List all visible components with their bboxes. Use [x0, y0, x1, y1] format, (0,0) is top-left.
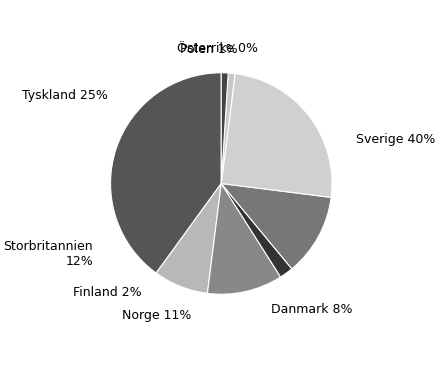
Text: Storbritannien
12%: Storbritannien 12%	[4, 240, 93, 268]
Wedge shape	[221, 184, 292, 277]
Text: Sverige 40%: Sverige 40%	[356, 133, 435, 146]
Wedge shape	[110, 73, 221, 273]
Text: Österrike 0%: Österrike 0%	[177, 42, 258, 55]
Wedge shape	[156, 184, 221, 293]
Wedge shape	[221, 184, 331, 269]
Text: Finland 2%: Finland 2%	[73, 286, 142, 299]
Text: Norge 11%: Norge 11%	[123, 309, 192, 322]
Text: Danmark 8%: Danmark 8%	[271, 303, 353, 316]
Wedge shape	[221, 74, 332, 197]
Wedge shape	[221, 73, 235, 184]
Wedge shape	[221, 73, 228, 184]
Wedge shape	[207, 184, 281, 294]
Text: Polen 1%: Polen 1%	[180, 43, 237, 55]
Text: Tyskland 25%: Tyskland 25%	[21, 89, 107, 102]
